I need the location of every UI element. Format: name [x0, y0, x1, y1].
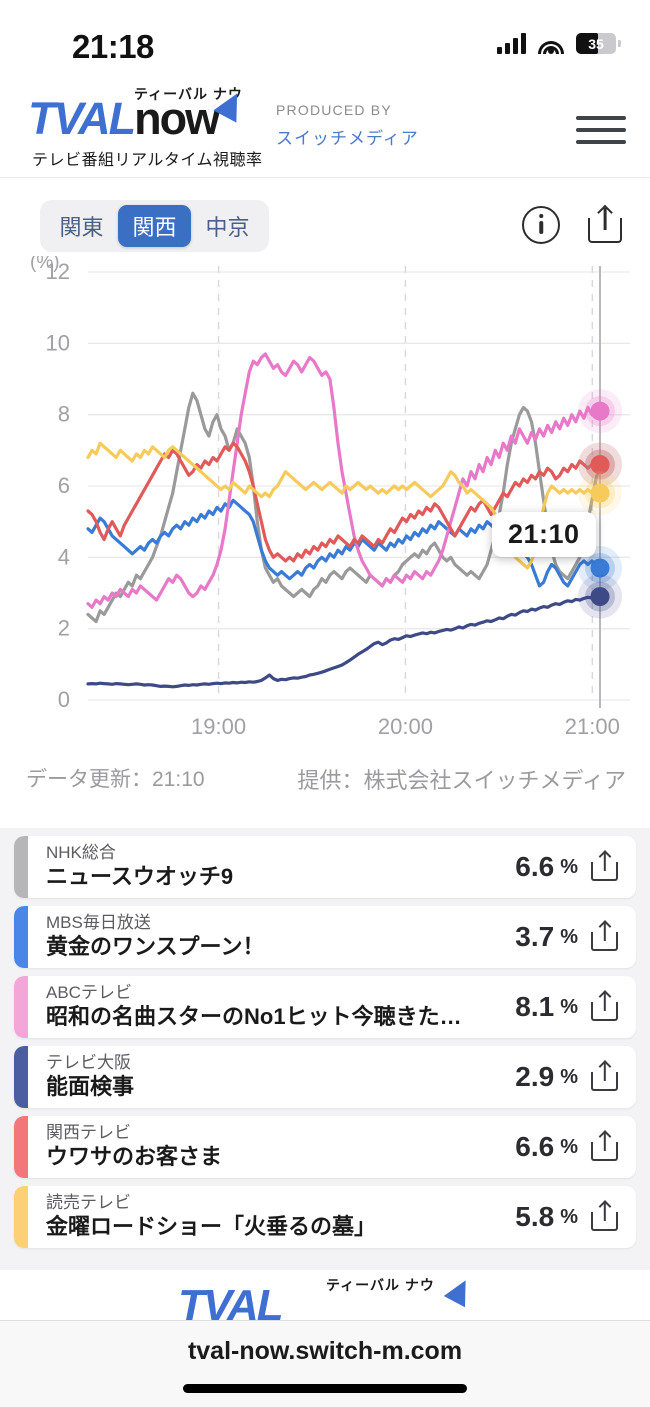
- program-rating-unit: %: [560, 1205, 578, 1228]
- chart-plot-area[interactable]: (%) 0 2 4 6 8 10 12 19:00 20:00 21:00 21:10: [0, 256, 650, 736]
- svg-text:12: 12: [46, 259, 70, 284]
- channel-color-bar: [14, 836, 28, 898]
- data-update-label: データ更新：21:10: [26, 768, 205, 791]
- hamburger-menu-icon[interactable]: [576, 114, 626, 146]
- logo-wordmark: TVALnow: [28, 93, 220, 144]
- browser-bottom-bar: tval-now.switch-m.com: [0, 1320, 650, 1407]
- logo-word-now: now: [134, 93, 220, 144]
- program-texts: テレビ大阪 能面検事: [46, 1052, 515, 1102]
- share-upload-icon[interactable]: [590, 1130, 620, 1162]
- program-row[interactable]: ABCテレビ 昭和の名曲スターのNo1ヒット今聴きたい… 8.1%: [14, 976, 636, 1038]
- svg-text:10: 10: [46, 330, 70, 355]
- battery-icon: 35: [576, 33, 621, 54]
- channel-color-bar: [14, 1116, 28, 1178]
- program-texts: NHK総合 ニュースウオッチ9: [46, 842, 515, 892]
- channel-color-bar: [14, 1186, 28, 1248]
- footer-logo-wordmark: TVAL: [178, 1281, 284, 1320]
- produced-by-label: PRODUCED BY: [276, 102, 392, 118]
- svg-text:(%): (%): [30, 256, 60, 273]
- program-texts: MBS毎日放送 黄金のワンスプーン！: [46, 912, 515, 962]
- chart-footer: データ更新：21:10 提供：株式会社スイッチメディア: [0, 763, 650, 813]
- channel-color-bar: [14, 1046, 28, 1108]
- share-upload-icon[interactable]: [590, 920, 620, 952]
- program-title: ウワサのお客さま: [46, 1144, 223, 1170]
- share-upload-icon[interactable]: [586, 204, 624, 244]
- svg-text:0: 0: [58, 687, 70, 712]
- region-tab-group: 関東 関西 中京: [40, 200, 269, 252]
- svg-text:20:00: 20:00: [378, 714, 433, 736]
- region-tab-chukyo[interactable]: 中京: [205, 215, 250, 240]
- svg-text:2: 2: [58, 616, 70, 641]
- program-rating-unit: %: [560, 995, 578, 1018]
- program-rating-value: 5.8: [515, 1201, 555, 1232]
- chart-card: 関東 関西 中京 (%) 0 2 4 6 8 10 12 19:00 20:00 21:00 21:…: [0, 178, 650, 828]
- home-indicator[interactable]: [183, 1384, 467, 1393]
- chart-action-buttons: [522, 204, 624, 244]
- program-row[interactable]: NHK総合 ニュースウオッチ9 6.6%: [14, 836, 636, 898]
- url-label[interactable]: tval-now.switch-m.com: [187, 1337, 463, 1365]
- wifi-icon: [538, 34, 564, 54]
- svg-text:8: 8: [58, 402, 70, 427]
- program-station: 読売テレビ: [46, 1193, 131, 1213]
- channel-color-bar: [14, 976, 28, 1038]
- status-bar: 21:18 35: [0, 0, 650, 78]
- footer-logo-arrow-icon: [443, 1275, 477, 1308]
- program-station: テレビ大阪: [46, 1053, 131, 1073]
- share-upload-icon[interactable]: [590, 1200, 620, 1232]
- program-rating-unit: %: [560, 855, 578, 878]
- logo-subtitle: テレビ番組リアルタイム視聴率: [32, 152, 263, 169]
- produced-by-company: スイッチメディア: [276, 129, 419, 148]
- program-station: NHK総合: [46, 843, 116, 863]
- program-rating-value: 6.6: [515, 1131, 555, 1162]
- program-title: 黄金のワンスプーン！: [46, 934, 265, 960]
- program-title: 能面検事: [46, 1074, 135, 1100]
- data-provider-label: 提供：株式会社スイッチメディア: [297, 768, 626, 793]
- program-row[interactable]: MBS毎日放送 黄金のワンスプーン！ 3.7%: [14, 906, 636, 968]
- cursor-time-tooltip: 21:10: [492, 512, 596, 557]
- region-tab-kanto[interactable]: 関東: [59, 215, 104, 240]
- program-station: 関西テレビ: [46, 1123, 131, 1143]
- logo-word-tval: TVAL: [28, 93, 136, 144]
- status-bar-indicators: 35: [497, 33, 621, 54]
- footer-logo-teaser: TVAL ティーバル ナウ: [0, 1275, 650, 1320]
- viewership-line-chart[interactable]: (%) 0 2 4 6 8 10 12 19:00 20:00 21:00: [0, 256, 650, 736]
- share-upload-icon[interactable]: [590, 1060, 620, 1092]
- program-title: 金曜ロードショー「火垂るの墓」: [46, 1214, 377, 1240]
- program-rating-value: 2.9: [515, 1061, 555, 1092]
- channel-color-bar: [14, 906, 28, 968]
- program-row[interactable]: 読売テレビ 金曜ロードショー「火垂るの墓」 5.8%: [14, 1186, 636, 1248]
- program-station: ABCテレビ: [46, 983, 132, 1003]
- program-rating-unit: %: [560, 1135, 578, 1158]
- program-texts: 関西テレビ ウワサのお客さま: [46, 1122, 515, 1172]
- program-rating-unit: %: [560, 925, 578, 948]
- share-upload-icon[interactable]: [590, 990, 620, 1022]
- cellular-signal-icon: [497, 33, 526, 54]
- svg-text:21:00: 21:00: [565, 714, 620, 736]
- battery-level-label: 35: [588, 35, 604, 52]
- share-upload-icon[interactable]: [590, 850, 620, 882]
- status-bar-clock: 21:18: [72, 28, 154, 65]
- program-texts: 読売テレビ 金曜ロードショー「火垂るの墓」: [46, 1192, 515, 1242]
- svg-text:19:00: 19:00: [191, 714, 246, 736]
- program-rating-value: 6.6: [515, 851, 555, 882]
- region-tab-kansai[interactable]: 関西: [118, 205, 191, 247]
- program-title: 昭和の名曲スターのNo1ヒット今聴きたい…: [46, 1004, 476, 1030]
- app-header: ティーバル ナウ TVALnow テレビ番組リアルタイム視聴率 PRODUCED…: [0, 78, 650, 178]
- program-list: NHK総合 ニュースウオッチ9 6.6% MBS毎日放送 黄金のワンスプーン！ 3.7% A…: [0, 828, 650, 1270]
- program-row[interactable]: テレビ大阪 能面検事 2.9%: [14, 1046, 636, 1108]
- program-rating-value: 8.1: [515, 991, 555, 1022]
- svg-text:4: 4: [58, 544, 70, 569]
- program-title: ニュースウオッチ9: [46, 864, 234, 890]
- svg-text:6: 6: [58, 473, 70, 498]
- info-circle-icon[interactable]: [522, 206, 560, 244]
- logo-ruby-text: ティーバル ナウ: [134, 86, 243, 102]
- program-texts: ABCテレビ 昭和の名曲スターのNo1ヒット今聴きたい…: [46, 982, 515, 1032]
- footer-logo-ruby: ティーバル ナウ: [326, 1277, 435, 1293]
- program-station: MBS毎日放送: [46, 913, 151, 933]
- program-row[interactable]: 関西テレビ ウワサのお客さま 6.6%: [14, 1116, 636, 1178]
- program-rating-value: 3.7: [515, 921, 555, 952]
- produced-by-block: PRODUCED BY スイッチメディア: [276, 102, 419, 149]
- program-rating-unit: %: [560, 1065, 578, 1088]
